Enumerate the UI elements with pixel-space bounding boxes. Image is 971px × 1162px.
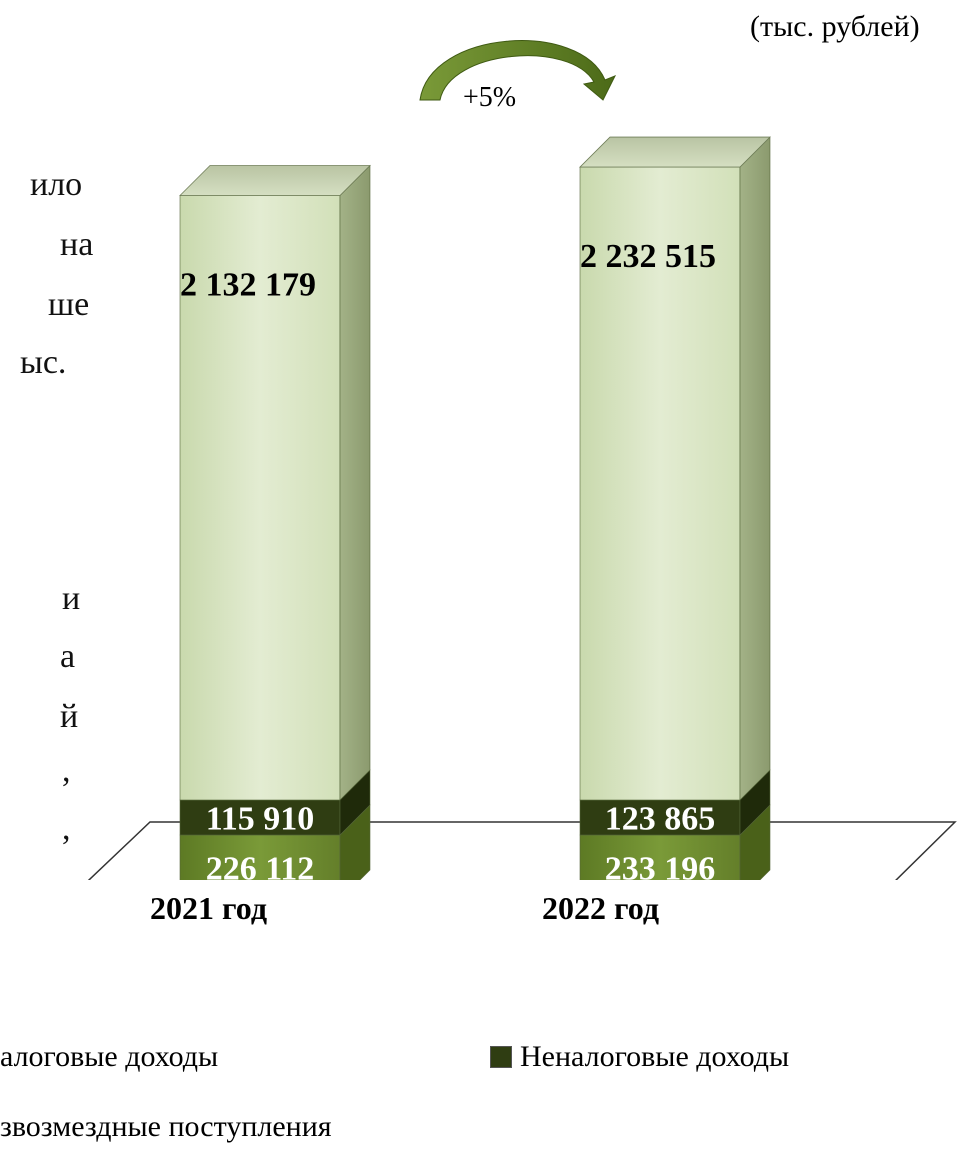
growth-label: +5% (463, 82, 517, 113)
left-text-fragment: а (60, 638, 76, 675)
bar-top (179, 165, 371, 196)
legend-item-grants: звозмездные поступления (0, 1110, 332, 1144)
legend-item-tax: алоговые доходы (0, 1040, 218, 1074)
legend-label: звозмездные поступления (0, 1110, 332, 1143)
x-tick-label: 2021 год (150, 890, 267, 926)
chart-floor (87, 821, 957, 880)
legend-label: алоговые доходы (0, 1040, 219, 1073)
left-text-fragment: й (60, 698, 79, 735)
bar-segment (579, 834, 741, 880)
left-text-fragment: и (62, 580, 81, 617)
bar-value-label: 115 910 (206, 801, 315, 838)
left-text-fragment: ше (48, 286, 90, 323)
legend-item-nontax: Неналоговые доходы (490, 1040, 789, 1074)
bar-segment (179, 195, 341, 801)
bar-segment-side (339, 164, 371, 801)
bar-value-label: 226 112 (206, 851, 315, 881)
legend-swatch (490, 1046, 512, 1068)
bar-segment-side (739, 136, 771, 801)
left-text-fragment: ыс. (20, 344, 67, 381)
legend-label: Неналоговые доходы (520, 1040, 790, 1073)
bar-value-label: 233 196 (605, 851, 716, 881)
x-tick-label: 2022 год (542, 890, 659, 926)
bar-top (579, 136, 771, 168)
left-text-fragment: , (62, 810, 71, 847)
left-text-fragment: ило (30, 166, 83, 203)
bar-value-label: 2 132 179 (180, 267, 316, 304)
left-text-fragment: , (62, 752, 71, 789)
bar-segment (579, 799, 741, 836)
stacked-bar-chart: 226 112 115 910 2 132 179 233 196 123 865 2 2… (87, 40, 957, 881)
bar-value-label: 123 865 (605, 801, 716, 838)
unit-label: (тыс. рублей) (750, 10, 920, 43)
growth-arrow (419, 40, 617, 101)
left-text-fragment: на (60, 226, 94, 263)
bar-value-label: 2 232 515 (580, 238, 716, 275)
bar-segment (579, 166, 741, 801)
